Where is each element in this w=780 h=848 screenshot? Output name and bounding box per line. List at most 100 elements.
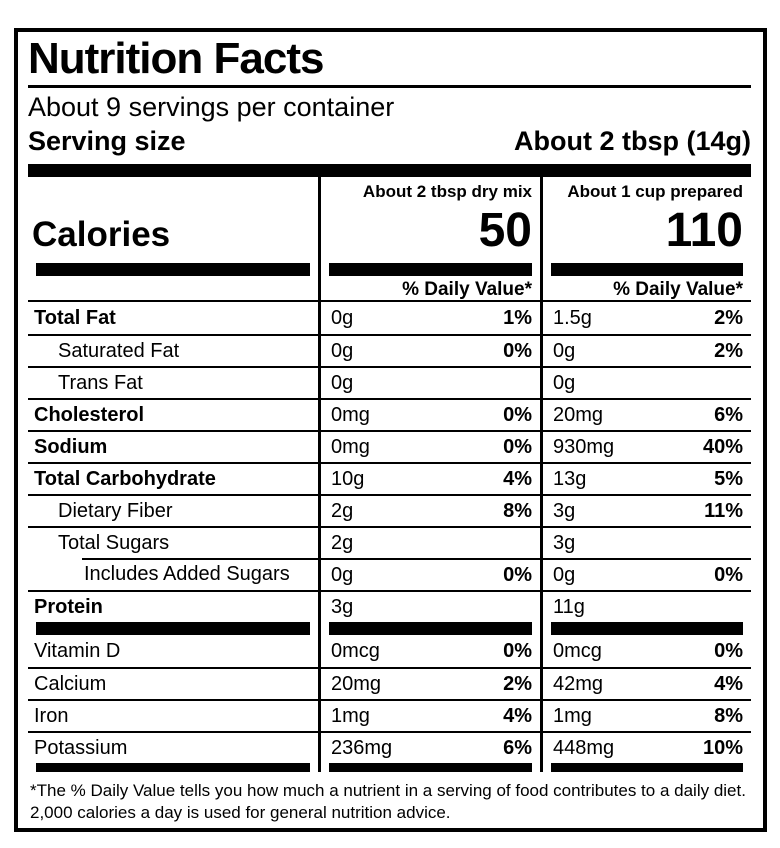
dry-mix-value-cell: 0g 0% [318, 558, 540, 591]
nutrient-name-cell: Potassium [28, 731, 318, 763]
column-header-prepared: About 1 cup prepared [540, 177, 751, 204]
bar-fill [36, 263, 310, 277]
serving-size-label: Serving size [28, 126, 186, 157]
nutrient-name-cell: Trans Fat [28, 366, 318, 398]
nutrient-name-cell: Protein [28, 590, 318, 622]
amount-dry-mix: 3g [331, 595, 354, 618]
nutrient-name: Saturated Fat [58, 339, 180, 362]
amount-prepared: 11g [553, 595, 585, 618]
daily-value-prepared: 10% [702, 736, 743, 759]
amount-prepared: 0g [553, 371, 576, 394]
bar-fill [36, 622, 310, 636]
thick-bar-segment [28, 263, 318, 277]
nutrient-name: Trans Fat [58, 371, 143, 394]
dry-mix-value-cell: 10g 4% [318, 462, 540, 495]
daily-value-dry-mix: 6% [503, 736, 532, 759]
nutrient-name-cell: Total Sugars [28, 526, 318, 558]
amount-dry-mix: 236mg [331, 736, 393, 759]
nutrient-name-cell: Total Fat [28, 302, 318, 334]
nutrient-name: Total Fat [34, 306, 116, 329]
amount-dry-mix: 20mg [331, 672, 382, 695]
nutrient-name-cell: Saturated Fat [28, 334, 318, 366]
amount-dry-mix: 10g [331, 467, 365, 490]
daily-value-prepared: 0% [714, 639, 743, 662]
label-header: Nutrition Facts About 9 servings per con… [28, 32, 751, 157]
nutrient-name-cell: Calcium [28, 667, 318, 699]
nutrient-name-cell: Sodium [28, 430, 318, 462]
amount-dry-mix: 0g [331, 563, 354, 586]
calories-label: Calories [32, 215, 171, 255]
prepared-value-cell: 930mg 40% [540, 430, 751, 463]
bar-fill [551, 622, 743, 636]
daily-value-prepared: 40% [702, 435, 743, 458]
daily-value-dry-mix: 0% [503, 403, 532, 426]
dry-mix-value-cell: 0g 0% [318, 334, 540, 367]
amount-prepared: 0mcg [553, 639, 602, 662]
prepared-value-cell: 20mg 6% [540, 398, 751, 431]
dry-mix-value-cell: 236mg 6% [318, 731, 540, 764]
dry-mix-value-cell: 0mg 0% [318, 430, 540, 463]
prepared-value-cell: 1.5g 2% [540, 302, 751, 335]
prepared-value-cell: 3g [540, 526, 751, 559]
amount-dry-mix: 0mg [331, 435, 370, 458]
prepared-value-cell: 1mg 8% [540, 699, 751, 732]
nutrient-name-cell: Dietary Fiber [28, 494, 318, 526]
daily-value-dry-mix: 2% [503, 672, 532, 695]
column-header-dry-mix: About 2 tbsp dry mix [318, 177, 540, 204]
thick-bar-segment [28, 622, 318, 636]
nutrient-name-cell: Cholesterol [28, 398, 318, 430]
nutrient-name-cell: Iron [28, 699, 318, 731]
daily-value-dry-mix: 4% [503, 704, 532, 727]
bottom-bar-segment [540, 763, 751, 773]
calories-value-dry-mix: 50 [318, 203, 540, 264]
daily-value-dry-mix: 0% [503, 339, 532, 362]
nutrient-name-cell: Vitamin D [28, 635, 318, 667]
prepared-value-cell: 0g [540, 366, 751, 399]
nutrition-facts-label: Nutrition Facts About 9 servings per con… [14, 28, 767, 832]
amount-dry-mix: 0g [331, 306, 354, 329]
amount-prepared: 1.5g [553, 306, 592, 329]
thick-bar-segment [318, 263, 540, 277]
daily-value-header-prepared: % Daily Value* [540, 276, 751, 303]
daily-value-dry-mix: 4% [503, 467, 532, 490]
amount-dry-mix: 2g [331, 531, 354, 554]
amount-prepared: 448mg [553, 736, 615, 759]
daily-value-header-spacer [28, 276, 318, 303]
calories-value-prepared: 110 [540, 203, 751, 264]
daily-value-prepared: 2% [714, 306, 743, 329]
amount-dry-mix: 0mg [331, 403, 370, 426]
title-divider [28, 85, 751, 89]
nutrient-name: Potassium [34, 736, 128, 759]
amount-dry-mix: 0mcg [331, 639, 380, 662]
amount-dry-mix: 0g [331, 371, 354, 394]
nutrient-name: Total Carbohydrate [34, 467, 216, 490]
daily-value-dry-mix: 0% [503, 435, 532, 458]
amount-dry-mix: 0g [331, 339, 354, 362]
dry-mix-value-cell: 2g 8% [318, 494, 540, 527]
prepared-value-cell: 0g 0% [540, 558, 751, 591]
nutrient-name: Protein [34, 595, 103, 618]
amount-prepared: 0g [553, 339, 576, 362]
daily-value-dry-mix: 1% [503, 306, 532, 329]
dry-mix-value-cell: 2g [318, 526, 540, 559]
nutrient-name: Calcium [34, 672, 107, 695]
nutrient-name: Cholesterol [34, 403, 145, 426]
amount-prepared: 0g [553, 563, 576, 586]
daily-value-prepared: 4% [714, 672, 743, 695]
amount-prepared: 20mg [553, 403, 604, 426]
bottom-bar-segment [28, 763, 318, 773]
thick-bar-segment [540, 622, 751, 636]
footnote-line-2: 2,000 calories a day is used for general… [30, 803, 451, 823]
prepared-value-cell: 0g 2% [540, 334, 751, 367]
prepared-value-cell: 448mg 10% [540, 731, 751, 764]
label-title: Nutrition Facts [28, 34, 324, 83]
daily-value-dry-mix: 8% [503, 499, 532, 522]
daily-value-prepared: 8% [714, 704, 743, 727]
prepared-value-cell: 0mcg 0% [540, 635, 751, 668]
amount-dry-mix: 2g [331, 499, 354, 522]
daily-value-prepared: 11% [704, 499, 743, 522]
nutrient-name: Vitamin D [34, 639, 121, 662]
bar-fill [36, 763, 310, 773]
serving-size-row: Serving size About 2 tbsp (14g) [28, 126, 751, 157]
daily-value-header-dry-mix: % Daily Value* [318, 276, 540, 303]
